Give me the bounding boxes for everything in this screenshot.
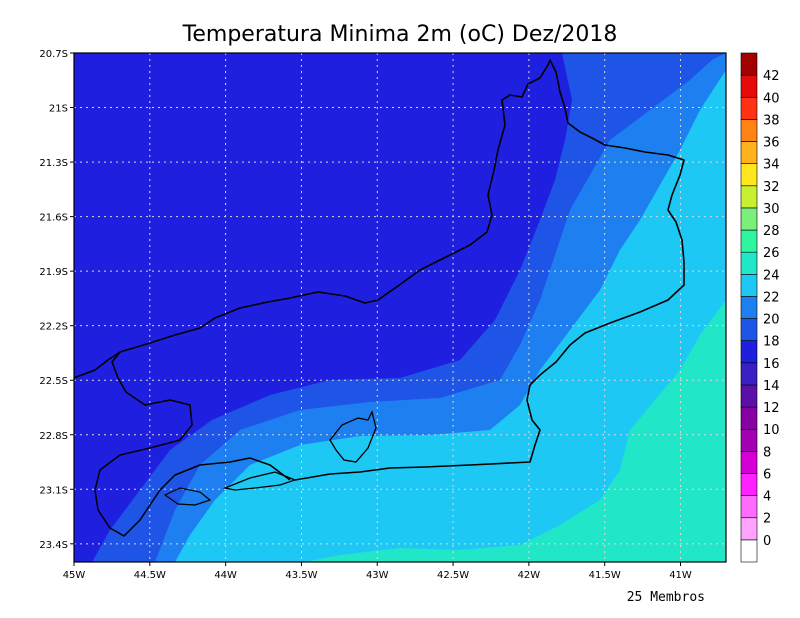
colorbar-swatch [740,495,758,519]
colorbar-label: 0 [763,534,771,549]
x-tick-label: 42W [518,570,541,581]
x-tick-label: 44W [214,570,237,581]
y-tick-label: 21.6S [39,213,68,224]
colorbar-swatch [740,517,758,541]
colorbar-label: 14 [763,379,780,394]
colorbar-label: 30 [763,202,780,217]
plot-frame [73,52,727,563]
members-footnote: 25 Membros [627,590,705,605]
colorbar-label: 38 [763,113,780,128]
y-tick-label: 23.1S [39,485,68,496]
x-tick-label: 41.5W [589,570,621,581]
sepetiba-bay [222,471,297,491]
x-tick-label: 45W [63,570,86,581]
colorbar-swatch [740,451,758,474]
y-tick-label: 21S [49,104,68,115]
colorbar-swatch [740,96,758,120]
colorbar-label: 16 [763,357,780,372]
colorbar-label: 20 [763,313,780,328]
x-axis: 45W 44.5W 44W 43.5W 43W 42.5W 42W 41.5W 41W [63,562,692,581]
y-tick-label: 22.2S [39,322,68,333]
contour-band-22-24 [175,70,726,562]
x-tick-label: 43W [366,570,389,581]
colorbar-swatch [740,141,758,164]
y-tick-label: 21.3S [39,158,68,169]
x-tick-label: 44.5W [134,570,166,581]
colorbar-swatch [740,274,758,297]
y-tick-label: 22.5S [39,376,68,387]
colorbar-swatch [740,384,758,408]
guanabara-bay [329,410,377,463]
colorbar-swatch [740,185,758,209]
colorbar-swatch [740,207,758,231]
colorbar-swatch [740,163,758,187]
colorbar-swatch [740,406,758,430]
x-tick-label: 42.5W [437,570,469,581]
colorbar-swatch [740,340,758,364]
coastline [74,59,685,481]
x-tick-label: 43.5W [285,570,317,581]
state-boundary [94,351,291,537]
colorbar-label: 2 [763,512,771,527]
map-plot-area [73,52,727,563]
y-tick-label: 20.7S [39,49,68,60]
chart-title: Temperatura Minima 2m (oC) Dez/2018 [182,22,618,47]
colorbar-swatch [740,362,758,386]
colorbar-swatch [740,428,758,452]
colorbar-swatch [740,539,758,563]
y-tick-label: 23.4S [39,540,68,551]
colorbar-swatch [740,318,758,341]
colorbar-swatch [740,74,758,98]
colorbar-swatch [740,119,758,142]
colorbar-label: 42 [763,69,780,84]
colorbar-label: 40 [763,91,780,106]
colorbar-swatch [740,296,758,319]
colorbar-swatch [740,52,758,76]
colorbar-swatch [740,473,758,496]
colorbar-label: 28 [763,224,780,239]
colorbar-label: 22 [763,290,780,305]
y-tick-label: 21.9S [39,267,68,278]
ilha-grande [163,487,212,506]
colorbar-label: 34 [763,158,780,173]
colorbar-label: 26 [763,246,780,261]
colorbar-swatch [740,251,758,275]
colorbar-label: 6 [763,467,771,482]
colorbar-label: 36 [763,136,780,151]
colorbar-label: 18 [763,335,780,350]
colorbar-label: 24 [763,268,780,283]
colorbar-label: 8 [763,445,771,460]
colorbar-label: 10 [763,423,780,438]
colorbar-label: 32 [763,180,780,195]
y-tick-label: 22.8S [39,431,68,442]
y-axis: 20.7S 21S 21.3S 21.6S 21.9S 22.2S 22.5S 22.8S 23… [39,49,74,551]
x-tick-label: 41W [669,570,692,581]
colorbar-label: 4 [763,490,771,505]
colorbar-label: 12 [763,401,780,416]
colorbar-swatch [740,229,758,253]
contour-band-24-26 [305,300,726,562]
